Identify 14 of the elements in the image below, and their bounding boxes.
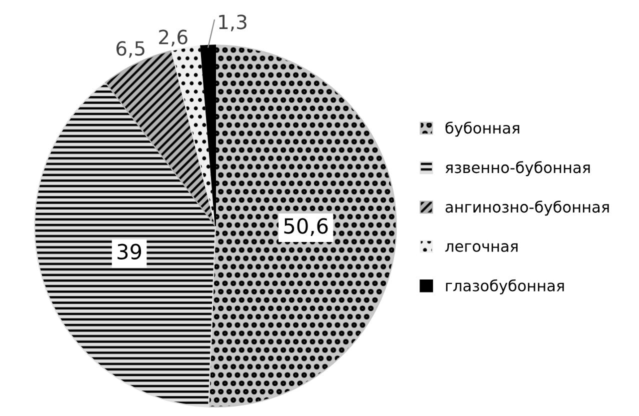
pie-slice [200,44,216,227]
pie-slice [208,44,397,408]
legend-label: язвенно-бубонная [446,161,590,176]
data-label: 2,6 [159,30,188,46]
legend-label: легочная [445,243,518,252]
legend-label: глазобубонная [446,279,564,294]
legend-label: бубонная [446,122,520,137]
pie-slice [171,45,216,227]
legend-label: ангинозно-бубонная [446,200,609,216]
data-label: 50,6 [284,218,328,236]
pie-slice [34,82,216,408]
data-label: 39 [118,244,142,260]
data-label: 6,5 [116,41,144,58]
data-label: 1,3 [219,14,246,32]
